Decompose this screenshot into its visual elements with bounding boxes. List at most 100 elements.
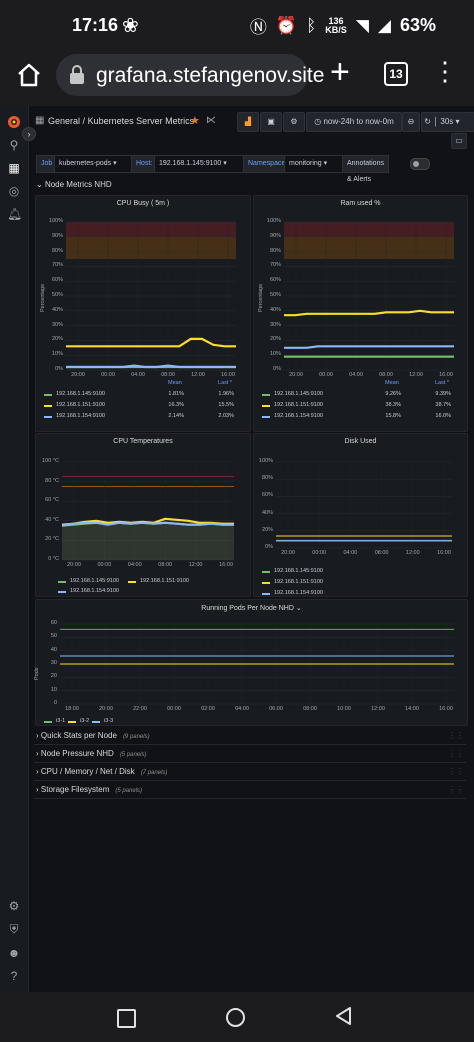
shield-icon[interactable]: ⛨ xyxy=(9,922,19,936)
star-icon[interactable]: ★ xyxy=(190,115,200,127)
y-tick-label: 10% xyxy=(269,351,281,358)
y-tick-label: 60% xyxy=(269,277,281,284)
dashboards-icon[interactable]: ▦ xyxy=(8,161,20,175)
y-tick-label: 30% xyxy=(269,321,281,328)
save-icon[interactable]: ▣ xyxy=(260,112,282,132)
row-cpu-memory[interactable]: › CPU / Memory / Net / Disk (7 panels) ⋮⋮ xyxy=(34,764,466,781)
explore-icon[interactable]: ◎ xyxy=(8,184,20,198)
job-select[interactable]: kubernetes-pods ▾ xyxy=(54,155,132,173)
time-picker[interactable]: ◷ now-24h to now-0m xyxy=(306,112,402,132)
legend-item[interactable]: 192.168.1.145:9100 xyxy=(262,568,362,577)
expand-nav-button[interactable]: › xyxy=(22,127,36,141)
y-tick-label: 10 xyxy=(50,686,57,693)
grafana-logo-icon[interactable] xyxy=(6,114,22,130)
share-icon[interactable]: ⋉ xyxy=(206,115,216,126)
legend-item[interactable]: 192.168.1.151:9100 38.3% 38.7% xyxy=(262,402,459,411)
y-tick-label: 70% xyxy=(51,262,63,269)
legend-item[interactable]: 192.168.1.151:9100 xyxy=(262,579,362,588)
legend-last: 38.7% xyxy=(435,402,451,408)
y-tick-label: 80% xyxy=(51,247,63,254)
x-tick-label: 20:00 xyxy=(67,562,81,568)
drag-handle-icon[interactable]: ⋮⋮ xyxy=(448,767,464,776)
panel-cpu-temperatures[interactable]: CPU Temperatures 0 °C 20 °C 40 °C 60 °C 80 °C… xyxy=(35,433,251,597)
threshold-red xyxy=(66,222,236,237)
legend-item[interactable]: 192.168.1.145:9100 xyxy=(58,578,148,587)
breadcrumb[interactable]: General / Kubernetes Server Metrics xyxy=(48,116,195,126)
legend-item[interactable]: 192.168.1.154:9100 2.14% 2.03% xyxy=(44,413,242,422)
zoom-out-icon[interactable]: ⊖ xyxy=(402,112,420,132)
y-tick-label: 100 °C xyxy=(42,458,59,464)
grafana-sidenav: ⚲ ▦ ◎ 🔔︎ ⚙ ⛨ ☻ ? xyxy=(0,106,29,992)
back-button[interactable] xyxy=(334,1006,354,1026)
tv-mode-icon[interactable]: ▭ xyxy=(451,133,467,149)
row-node-metrics[interactable]: ⌄ Node Metrics NHD xyxy=(36,180,112,189)
recents-button[interactable] xyxy=(117,1009,136,1028)
x-tick-label: 00:00 xyxy=(97,562,112,568)
battery-level: 63% xyxy=(399,15,436,35)
panel-ram-used[interactable]: Ram used % Percentage 0% 10% 20% 30% 40% 50% 60%… xyxy=(253,195,468,432)
legend-item[interactable]: 192.168.1.151:9100 16.3% 15.5% xyxy=(44,402,242,411)
legend-swatch xyxy=(58,591,66,593)
panel-disk-used[interactable]: Disk Used 0% 20% 40% 60% 80% 100% 20:00 00:00 04:… xyxy=(253,433,468,597)
x-tick-label: 08:00 xyxy=(303,706,317,712)
namespace-select[interactable]: monitoring ▾ xyxy=(284,155,344,173)
legend-swatch xyxy=(44,416,52,418)
row-quick-stats[interactable]: › Quick Stats per Node (9 panels) ⋮⋮ xyxy=(34,728,466,745)
x-tick-label: 04:00 xyxy=(343,550,358,556)
legend-last: 9.39% xyxy=(435,391,451,397)
annotations-toggle[interactable] xyxy=(410,158,430,170)
panel-running-pods[interactable]: Running Pods Per Node NHD ⌄ Pods 0 10 20 30 40… xyxy=(34,599,468,727)
series-area xyxy=(62,522,234,560)
legend-item[interactable]: 192.168.1.154:9100 15.8% 16.0% xyxy=(262,413,459,422)
host-select[interactable]: 192.168.1.145:9100 ▾ xyxy=(154,155,244,173)
browser-bar: grafana.stefangenov.site + 13 ⋮ xyxy=(0,50,474,106)
panel-title: Ram used % xyxy=(340,200,381,207)
refresh-picker[interactable]: ↻ │ 30s ▾ xyxy=(421,112,474,132)
address-bar[interactable]: grafana.stefangenov.site xyxy=(56,54,324,96)
alerting-icon[interactable]: 🔔︎ xyxy=(7,207,23,221)
legend-item[interactable]: 192.168.1.151:9100 xyxy=(128,578,218,587)
legend-swatch xyxy=(262,405,270,407)
gear-icon[interactable]: ⚙ xyxy=(283,112,305,132)
row-storage[interactable]: › Storage Filesystem (5 panels) ⋮⋮ xyxy=(34,782,466,799)
chart-plot xyxy=(66,221,236,371)
panel-cpu-busy[interactable]: CPU Busy ( 5m ) Percentage 0% 10% 20% 30% 40% 5… xyxy=(35,195,251,432)
help-icon[interactable]: ? xyxy=(10,969,18,983)
legend-series-name: 192.168.1.154:9100 xyxy=(274,413,323,419)
tab-switcher-button[interactable]: 13 xyxy=(384,62,408,86)
legend-item[interactable]: i3-2 xyxy=(68,718,92,727)
avatar[interactable]: ☻ xyxy=(7,946,21,960)
legend-header-mean: Mean xyxy=(168,380,182,386)
new-tab-button[interactable]: + xyxy=(330,53,350,91)
drag-handle-icon[interactable]: ⋮⋮ xyxy=(448,749,464,758)
y-tick-label: 90% xyxy=(269,232,281,239)
legend-item[interactable]: 192.168.1.145:9100 9.26% 9.39% xyxy=(262,391,459,400)
legend-item[interactable]: i3-1 xyxy=(44,718,68,727)
alarm-icon: ⏰ xyxy=(275,15,298,35)
legend-item[interactable]: 192.168.1.145:9100 1.81% 1.96% xyxy=(44,391,242,400)
chart-plot xyxy=(276,461,452,549)
add-panel-icon[interactable]: ▟ xyxy=(237,112,259,132)
y-tick-label: 30 xyxy=(50,660,57,666)
legend-item[interactable]: 192.168.1.154:9100 xyxy=(58,588,148,597)
drag-handle-icon[interactable]: ⋮⋮ xyxy=(448,731,464,740)
home-icon[interactable] xyxy=(16,62,42,88)
y-tick-label: 60 °C xyxy=(45,497,59,504)
x-tick-label: 04:00 xyxy=(127,562,142,568)
legend-item[interactable]: 192.168.1.154:9100 xyxy=(262,590,362,599)
row-node-pressure[interactable]: › Node Pressure NHD (5 panels) ⋮⋮ xyxy=(34,746,466,763)
legend-item[interactable]: i3-3 xyxy=(92,718,116,727)
threshold-red xyxy=(284,222,454,237)
y-tick-label: 0 °C xyxy=(48,556,59,562)
drag-handle-icon[interactable]: ⋮⋮ xyxy=(448,785,464,794)
search-icon[interactable]: ⚲ xyxy=(9,138,19,152)
settings-icon[interactable]: ⚙ xyxy=(8,899,20,913)
y-tick-label: 0% xyxy=(265,544,273,550)
legend-last: 2.03% xyxy=(218,413,234,419)
x-tick-label: 22:00 xyxy=(133,706,147,712)
legend-header-mean: Mean xyxy=(385,380,399,386)
browser-menu-icon[interactable]: ⋮ xyxy=(432,56,458,86)
series-line-192.168.1.154:9100 xyxy=(66,364,236,369)
chart-plot xyxy=(60,623,454,705)
home-button[interactable] xyxy=(226,1008,245,1027)
